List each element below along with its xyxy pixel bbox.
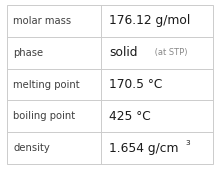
Text: 3: 3	[185, 140, 190, 146]
Text: 170.5 °C: 170.5 °C	[110, 78, 163, 91]
Text: molar mass: molar mass	[13, 16, 71, 26]
Text: boiling point: boiling point	[13, 111, 75, 121]
Text: 425 °C: 425 °C	[110, 110, 151, 123]
Text: phase: phase	[13, 48, 43, 58]
Text: (at STP): (at STP)	[152, 48, 188, 57]
Text: 1.654 g/cm: 1.654 g/cm	[110, 142, 179, 154]
Text: melting point: melting point	[13, 79, 80, 90]
Text: solid: solid	[110, 46, 138, 59]
Text: density: density	[13, 143, 50, 153]
Text: 176.12 g/mol: 176.12 g/mol	[110, 15, 191, 27]
